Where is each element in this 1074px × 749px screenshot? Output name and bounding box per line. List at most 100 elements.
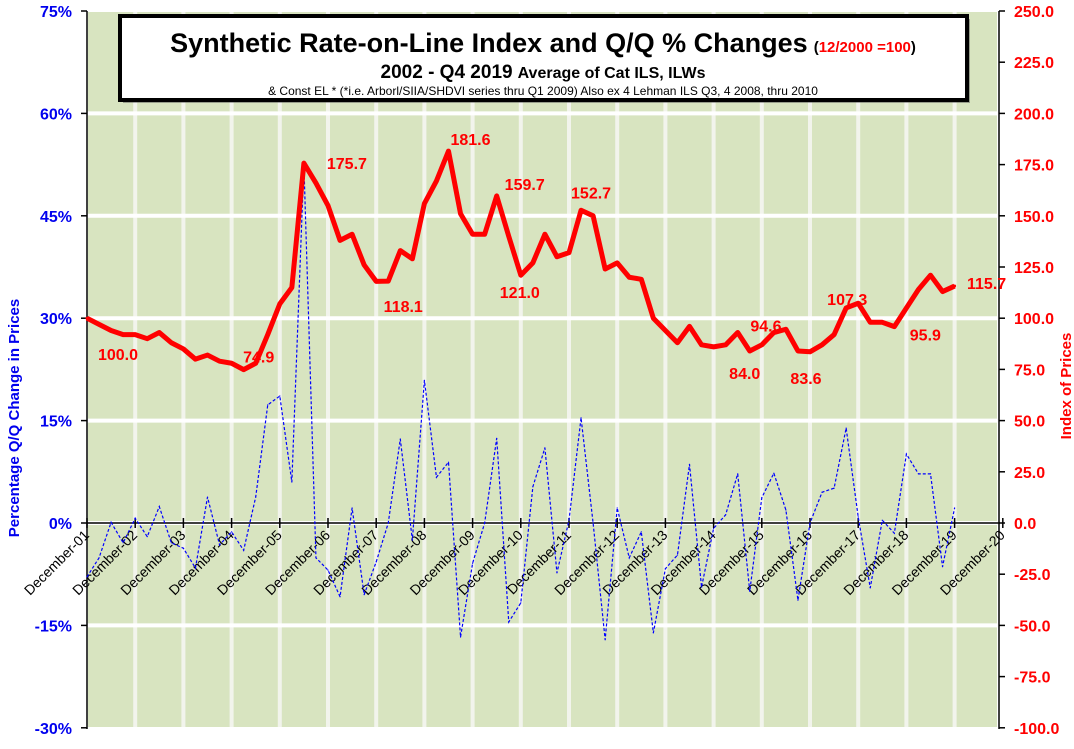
rol-index-point xyxy=(916,288,920,292)
qq-change-point xyxy=(435,476,438,478)
rol-index-point xyxy=(230,361,234,365)
data-label: 83.6 xyxy=(790,371,821,388)
rol-index-point xyxy=(724,343,728,347)
rol-index-point xyxy=(953,284,957,288)
left-tick-label: 15% xyxy=(40,414,72,431)
rol-index-point xyxy=(675,341,679,345)
rol-index-point xyxy=(109,328,113,332)
qq-change-point xyxy=(797,599,799,601)
data-label: 159.7 xyxy=(505,177,545,194)
rol-index-point xyxy=(700,343,704,347)
qq-change-point xyxy=(315,557,317,559)
chart-subtitle: 2002 - Q4 2019 Average of Cat ILS, ILWs xyxy=(381,62,706,83)
qq-change-point xyxy=(459,636,462,638)
qq-change-point xyxy=(218,544,221,546)
rol-index-point xyxy=(796,349,800,353)
left-tick-label: 60% xyxy=(40,106,72,123)
rol-index-point xyxy=(748,349,752,353)
chart-footnote: & Const EL * (*i.e. Arborl/SIIA/SHDVI se… xyxy=(268,84,818,98)
qq-change-point xyxy=(700,586,703,588)
qq-change-point xyxy=(86,576,88,578)
right-tick-label: 225.0 xyxy=(1014,55,1054,72)
rol-index-point xyxy=(868,320,872,324)
rol-index-point xyxy=(651,316,655,320)
qq-change-point xyxy=(881,519,883,521)
qq-change-point xyxy=(520,602,522,604)
rol-index-point xyxy=(278,302,282,306)
rol-index-point xyxy=(567,251,571,255)
data-label: 100.0 xyxy=(98,347,138,364)
left-axis-label: Percentage Q/Q Change in Prices xyxy=(6,299,23,537)
rol-index-point xyxy=(410,257,414,261)
rol-index-point xyxy=(941,290,945,294)
qq-change-point xyxy=(737,473,739,475)
rol-index-point xyxy=(350,232,354,236)
rol-index-point xyxy=(519,273,523,277)
data-label: 84.0 xyxy=(729,366,760,383)
rol-index-point xyxy=(820,343,824,347)
rol-index-point xyxy=(459,212,463,216)
qq-change-point xyxy=(628,557,630,559)
qq-change-point xyxy=(194,567,197,569)
rol-index-point xyxy=(326,204,330,208)
qq-change-point xyxy=(688,463,691,465)
rol-index-point xyxy=(97,322,101,326)
qq-change-point xyxy=(652,632,654,634)
rol-index-point xyxy=(169,341,173,345)
qq-change-point xyxy=(182,547,184,549)
right-tick-label: 25.0 xyxy=(1014,465,1045,482)
rol-index-point xyxy=(736,331,740,335)
rol-index-point xyxy=(880,320,884,324)
rol-index-point xyxy=(398,249,402,253)
qq-change-point xyxy=(616,507,618,509)
qq-change-point xyxy=(243,549,245,551)
qq-change-point xyxy=(339,596,341,598)
rol-index-point xyxy=(181,347,185,351)
data-label: 181.6 xyxy=(450,132,490,149)
right-tick-label: 175.0 xyxy=(1014,158,1054,175)
rol-index-point xyxy=(495,194,499,198)
rol-index-point xyxy=(434,179,438,183)
qq-change-point xyxy=(122,542,124,544)
rol-index-point xyxy=(85,316,89,320)
qq-change-point xyxy=(954,507,956,509)
rol-index-point xyxy=(290,285,294,289)
rol-index-point xyxy=(374,279,378,283)
rol-index-point xyxy=(447,149,450,153)
rol-index-point xyxy=(639,277,643,281)
data-label: 121.0 xyxy=(500,285,540,302)
qq-change-point xyxy=(676,554,679,556)
qq-change-point xyxy=(833,487,835,489)
rol-index-point xyxy=(929,273,932,277)
rol-index-point xyxy=(579,208,583,212)
rol-index-point xyxy=(362,263,366,267)
plot-area xyxy=(88,12,997,727)
qq-change-point xyxy=(761,497,763,499)
qq-change-point xyxy=(821,491,823,493)
rol-index-point xyxy=(422,202,426,206)
rol-index-point xyxy=(242,368,246,372)
qq-change-point xyxy=(544,447,546,449)
qq-change-point xyxy=(749,590,751,592)
rol-index-point xyxy=(688,324,691,328)
rol-index-point xyxy=(591,214,595,218)
rol-index-point xyxy=(760,343,764,347)
rol-index-point xyxy=(712,345,716,349)
rol-index-point xyxy=(627,275,631,279)
right-axis-ticks: 250.0 225.0 200.0 175.0 150.0 125.0 100.0 75.0 5… xyxy=(999,4,1059,738)
rol-index-point xyxy=(555,255,559,259)
qq-change-point xyxy=(387,522,389,524)
qq-change-point xyxy=(375,561,377,563)
qq-change-point xyxy=(327,569,329,571)
rol-index-point xyxy=(784,327,788,331)
right-tick-label: 150.0 xyxy=(1014,209,1054,226)
qq-change-point xyxy=(941,566,944,568)
data-label: 94.6 xyxy=(750,318,781,335)
right-tick-label: 200.0 xyxy=(1014,106,1054,123)
qq-change-point xyxy=(267,404,269,406)
qq-change-point xyxy=(472,562,474,564)
qq-change-point xyxy=(411,539,413,541)
rol-index-point xyxy=(254,361,258,365)
left-tick-label: 45% xyxy=(40,209,72,226)
